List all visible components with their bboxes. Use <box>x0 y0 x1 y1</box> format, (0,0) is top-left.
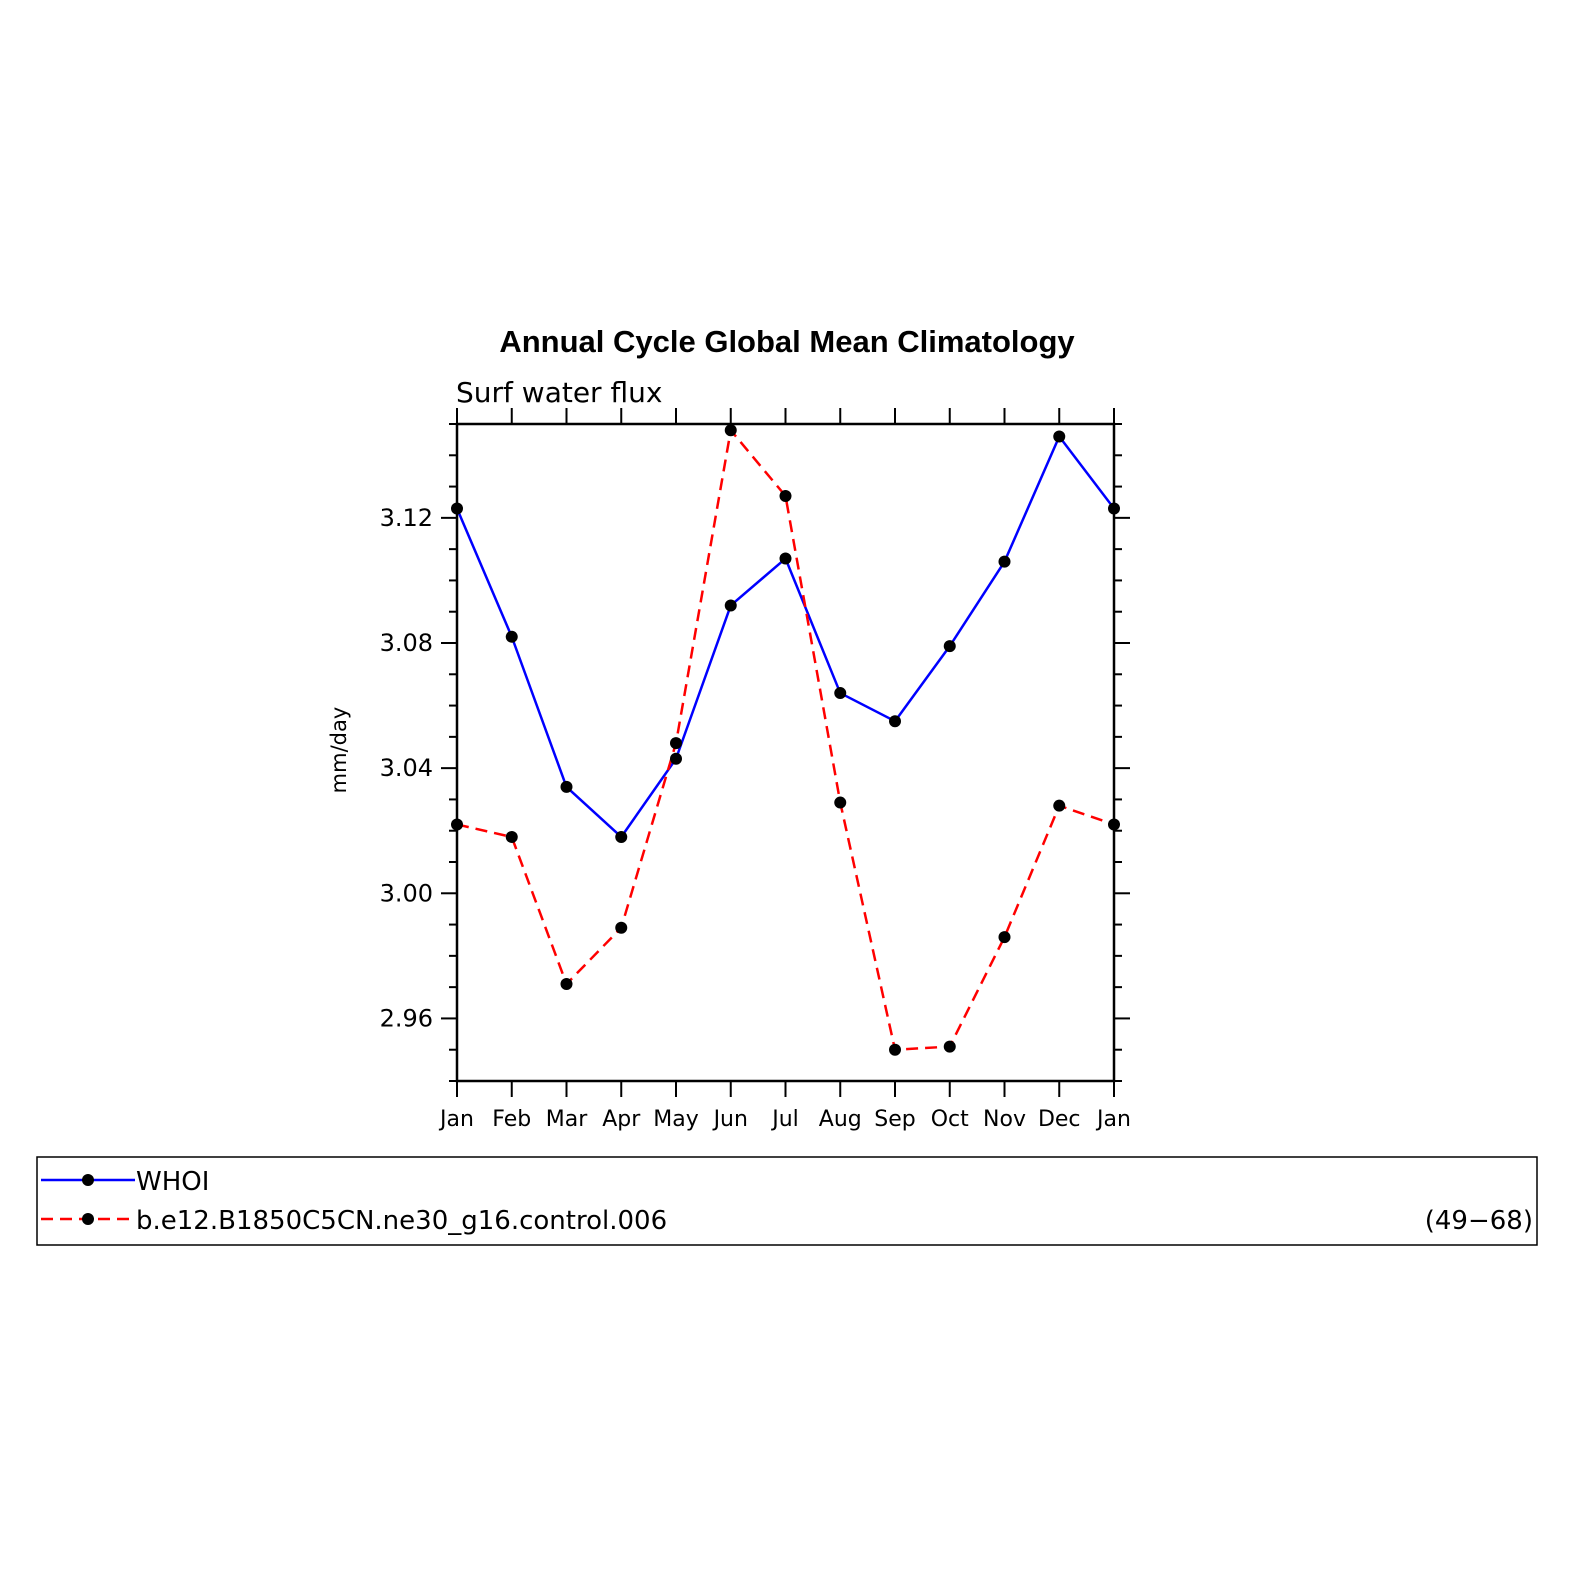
series-1-point <box>1108 818 1120 831</box>
legend-label-model: b.e12.B1850C5CN.ne30_g16.control.006 <box>136 1206 667 1236</box>
x-tick-label: Jul <box>770 1107 799 1132</box>
x-tick-label: May <box>653 1107 698 1132</box>
series-0-point <box>943 640 956 653</box>
series-1-point <box>889 1043 901 1056</box>
y-axis-ticks: 3.12 3.08 3.04 3.00 2.96 <box>380 423 1130 1082</box>
y-tick-label: 3.12 <box>380 504 433 532</box>
series-layer <box>451 424 1120 1056</box>
series-0-point <box>615 830 628 843</box>
series-1-point <box>724 424 737 437</box>
series-0-point <box>670 752 682 765</box>
x-tick-label: Feb <box>492 1107 531 1132</box>
legend-marker-whoi <box>82 1174 94 1186</box>
series-1-point <box>1053 799 1066 812</box>
y-axis-label: mm/day <box>327 707 351 794</box>
x-tick-label: Dec <box>1038 1107 1081 1132</box>
plot-frame <box>455 422 1116 1083</box>
x-tick-label: Jan <box>1095 1107 1131 1132</box>
chart-subtitle: Surf water flux <box>456 376 662 409</box>
x-tick-label: Mar <box>546 1107 588 1132</box>
series-0-point <box>560 780 573 793</box>
x-tick-label: Oct <box>931 1107 969 1132</box>
legend-frame <box>36 1156 1538 1246</box>
y-tick-label: 3.04 <box>380 754 433 782</box>
series-1-point <box>451 818 463 831</box>
legend-label-whoi: WHOI <box>136 1167 209 1197</box>
x-tick-label: Jan <box>438 1107 474 1132</box>
x-tick-label: Nov <box>983 1107 1026 1132</box>
legend: WHOI b.e12.B1850C5CN.ne30_g16.control.00… <box>36 1156 1538 1246</box>
series-0-point <box>1108 502 1120 515</box>
series-0-point <box>998 555 1011 568</box>
series-0-point <box>834 687 847 700</box>
legend-marker-model <box>82 1213 94 1225</box>
series-0-point <box>724 599 737 612</box>
chart-title: Annual Cycle Global Mean Climatology <box>499 324 1075 359</box>
series-1-point <box>615 921 628 934</box>
series-0-point <box>889 715 901 728</box>
series-1-point <box>834 796 847 809</box>
x-axis-ticks: Jan Feb Mar Apr May Jun Jul Aug Sep Oct Nov Dec Jan <box>438 408 1131 1132</box>
series-line-1 <box>456 429 1115 1051</box>
x-tick-label: Apr <box>602 1107 641 1132</box>
series-1-point <box>779 489 792 502</box>
series-0-point <box>505 630 518 643</box>
y-tick-label: 3.08 <box>380 629 433 657</box>
series-0-point <box>451 502 463 515</box>
series-1-point <box>670 737 682 750</box>
series-1-point <box>560 978 573 991</box>
series-0-point <box>1053 430 1066 443</box>
legend-note: (49−68) <box>1425 1206 1533 1236</box>
plot-axes <box>455 422 1116 1083</box>
series-0-point <box>779 552 792 565</box>
x-tick-label: Jun <box>712 1107 748 1132</box>
y-tick-label: 3.00 <box>380 879 433 907</box>
series-1-point <box>998 931 1011 944</box>
x-tick-label: Sep <box>874 1107 915 1132</box>
series-1-point <box>505 830 518 843</box>
y-tick-label: 2.96 <box>380 1004 433 1032</box>
series-1-point <box>943 1040 956 1053</box>
x-tick-label: Aug <box>819 1107 862 1132</box>
